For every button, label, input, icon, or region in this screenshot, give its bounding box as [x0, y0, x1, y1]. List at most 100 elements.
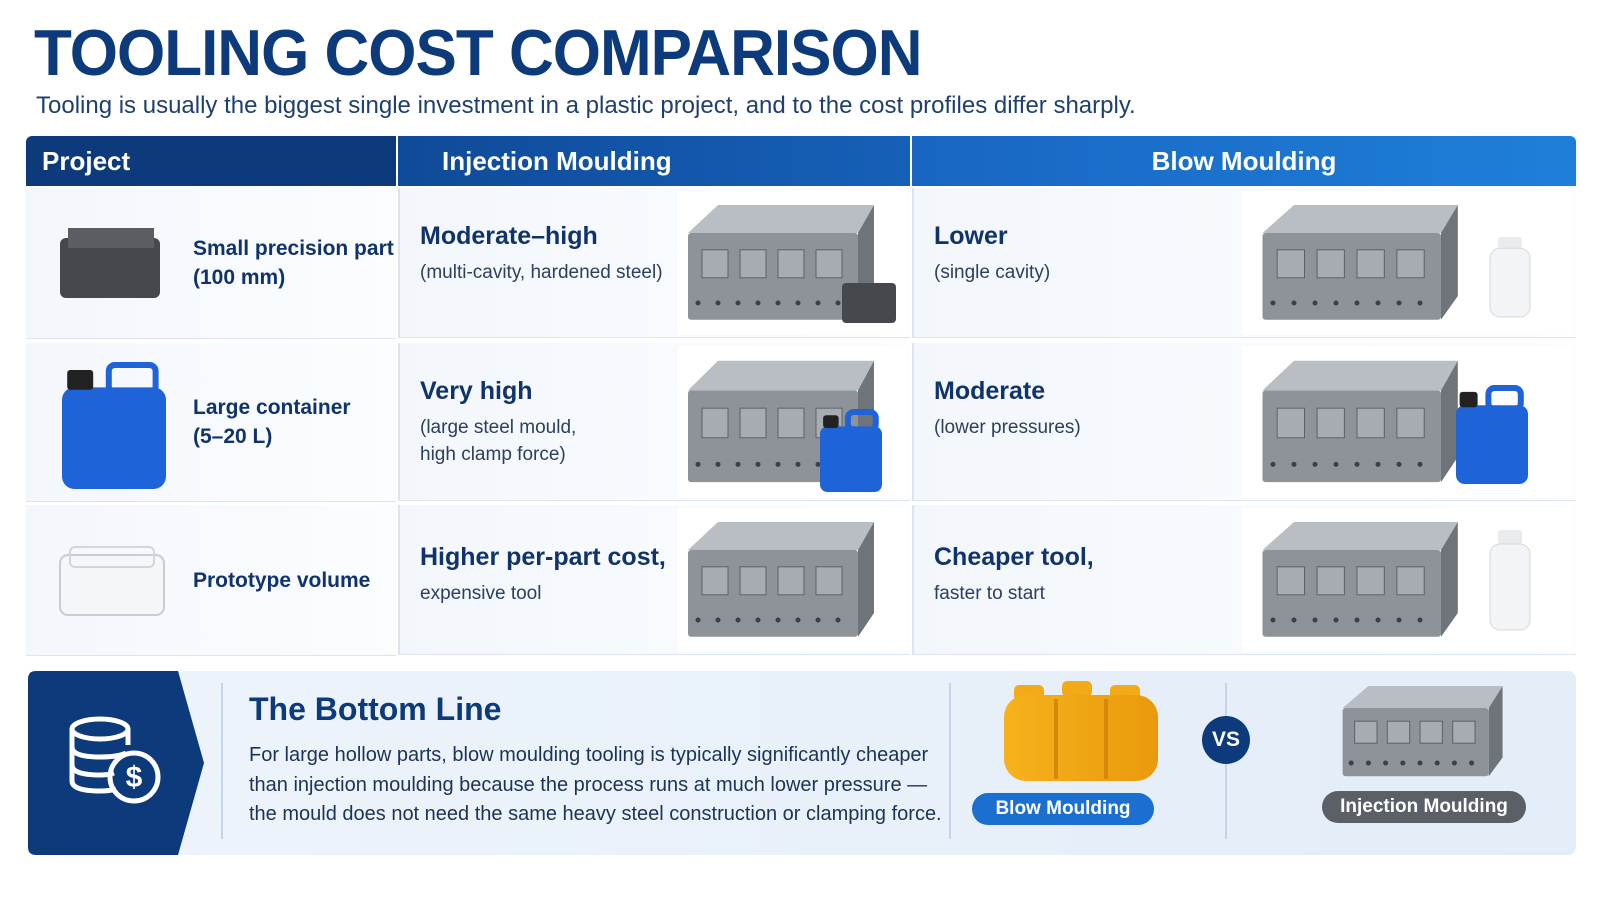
project-cell: Large container (5–20 L)	[26, 343, 396, 502]
bottle	[1489, 237, 1531, 318]
column-header: Injection Moulding	[442, 145, 672, 176]
injection-text: Higher per-part cost, expensive tool	[420, 543, 666, 607]
mould-shape	[1386, 720, 1411, 744]
illustration-shape	[69, 546, 155, 568]
mould-shape	[1262, 233, 1441, 320]
injection-label: Injection Moulding	[1322, 791, 1526, 823]
project-image	[60, 228, 160, 298]
bottom-title: The Bottom Line	[249, 691, 502, 727]
illustration-shape	[69, 716, 161, 804]
mould-shape	[695, 617, 701, 623]
bottom-text-line: For large hollow parts, blow moulding to…	[249, 744, 929, 766]
illustration-shape	[62, 387, 166, 489]
blow-image	[1242, 191, 1572, 335]
illustration-shape	[688, 360, 874, 483]
mould-shape	[1312, 461, 1318, 467]
mould-shape	[1356, 249, 1385, 279]
mould-shape	[1312, 617, 1318, 623]
canister	[1456, 385, 1528, 484]
illustration-shape	[688, 522, 874, 637]
option-title: Cheaper tool,	[934, 543, 1094, 571]
mould-shape	[795, 461, 801, 467]
illustration-shape	[823, 415, 839, 428]
canister	[62, 362, 166, 489]
mould-shape	[739, 249, 767, 279]
illustration-shape	[1262, 360, 1458, 483]
mould-shape	[1262, 205, 1458, 233]
column-header: Blow Moulding	[1151, 145, 1337, 176]
project-line: Prototype volume	[193, 568, 371, 592]
header-cell: Injection Moulding	[398, 136, 910, 186]
mould-shape	[1316, 249, 1345, 279]
mould-shape	[1365, 760, 1371, 766]
mould-shape	[815, 617, 821, 623]
illustration-shape	[60, 238, 160, 298]
blow-text: Cheaper tool, faster to start	[934, 543, 1094, 607]
mould-shape	[795, 617, 801, 623]
mould-shape	[1262, 360, 1458, 391]
illustration-shape	[67, 369, 94, 390]
mould-shape	[1262, 390, 1441, 483]
illustration-shape	[1456, 405, 1528, 484]
divider	[949, 683, 951, 839]
mould-shape	[835, 300, 841, 306]
mould-shape	[735, 617, 741, 623]
blow-image	[1242, 508, 1572, 652]
mould-shape	[1316, 407, 1345, 439]
illustration-shape	[1262, 360, 1458, 483]
illustration-shape	[1489, 247, 1531, 318]
illustration-shape	[1342, 686, 1503, 777]
blow-text: Lower (single cavity)	[934, 222, 1050, 286]
injection-cell: Very high (large steel mould, high clamp f…	[398, 343, 910, 501]
mould-shape	[701, 249, 729, 279]
project-line: Large container	[193, 396, 351, 419]
mould-shape	[1354, 461, 1360, 467]
bottle	[1489, 530, 1531, 631]
mould-shape	[1417, 300, 1423, 306]
subtitle: Tooling is usually the biggest single in…	[36, 92, 1136, 119]
project-line: (5–20 L)	[193, 425, 273, 448]
blow-cell: Moderate (lower pressures)	[912, 343, 1576, 501]
mould-shape	[1276, 407, 1305, 439]
mould-shape	[1354, 617, 1360, 623]
mould-shape	[1375, 617, 1381, 623]
mould-shape	[1396, 461, 1402, 467]
mould-shape	[688, 360, 874, 391]
blow-cell: Lower (single cavity)	[912, 188, 1576, 338]
illustration-shape	[1485, 385, 1524, 413]
mould-shape	[1354, 300, 1360, 306]
mould-shape	[1316, 566, 1345, 596]
project-cell: Prototype volume	[26, 505, 396, 656]
mould-shape	[835, 617, 841, 623]
mould-shape	[1342, 686, 1503, 708]
mould-shape	[1383, 760, 1389, 766]
mould-shape	[775, 617, 781, 623]
comparison-table: Project Injection Moulding Blow Moulding…	[26, 136, 1576, 656]
mould-shape	[715, 300, 721, 306]
mould-shape	[701, 407, 729, 439]
mould-shape	[1291, 617, 1297, 623]
mould-shape	[735, 300, 741, 306]
column-header: Project	[42, 145, 131, 176]
mould-shape	[755, 300, 761, 306]
mould-shape	[715, 461, 721, 467]
option-detail: faster to start	[934, 583, 1045, 604]
mould-shape	[1417, 760, 1423, 766]
mould-shape	[715, 617, 721, 623]
blow-label: Blow Moulding	[972, 793, 1154, 825]
mould-shape	[795, 300, 801, 306]
option-detail: expensive tool	[420, 583, 542, 604]
header-cell: Project	[26, 136, 396, 186]
mould-shape	[1441, 522, 1458, 637]
option-title: Lower	[934, 222, 1008, 250]
mould-shape	[1354, 720, 1378, 744]
illustration-shape	[107, 750, 161, 804]
mould-shape	[739, 407, 767, 439]
mould-shape	[1396, 300, 1402, 306]
mould-shape	[775, 300, 781, 306]
illustration-shape	[1498, 530, 1522, 545]
option-detail: (lower pressures)	[934, 417, 1081, 438]
mould-shape	[688, 522, 874, 550]
option-detail: (large steel mould,	[420, 417, 577, 438]
